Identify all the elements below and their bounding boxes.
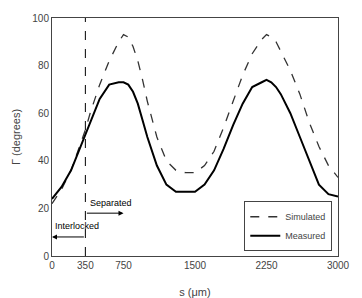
- svg-text:Interlocked: Interlocked: [55, 221, 99, 231]
- svg-text:0: 0: [49, 260, 55, 271]
- svg-text:3000: 3000: [327, 260, 350, 271]
- svg-text:Measured: Measured: [285, 231, 325, 241]
- svg-text:2250: 2250: [255, 260, 278, 271]
- svg-text:350: 350: [77, 260, 94, 271]
- svg-text:Simulated: Simulated: [285, 212, 325, 222]
- svg-text:s (μm): s (μm): [179, 286, 210, 298]
- svg-text:0: 0: [43, 251, 49, 262]
- svg-text:20: 20: [38, 203, 50, 214]
- svg-text:100: 100: [32, 13, 49, 24]
- svg-text:Γ (degrees): Γ (degrees): [10, 109, 22, 165]
- svg-text:Separated: Separated: [90, 198, 132, 208]
- svg-text:1500: 1500: [184, 260, 207, 271]
- svg-text:750: 750: [115, 260, 132, 271]
- svg-text:40: 40: [38, 155, 50, 166]
- svg-text:60: 60: [38, 108, 50, 119]
- svg-text:80: 80: [38, 60, 50, 71]
